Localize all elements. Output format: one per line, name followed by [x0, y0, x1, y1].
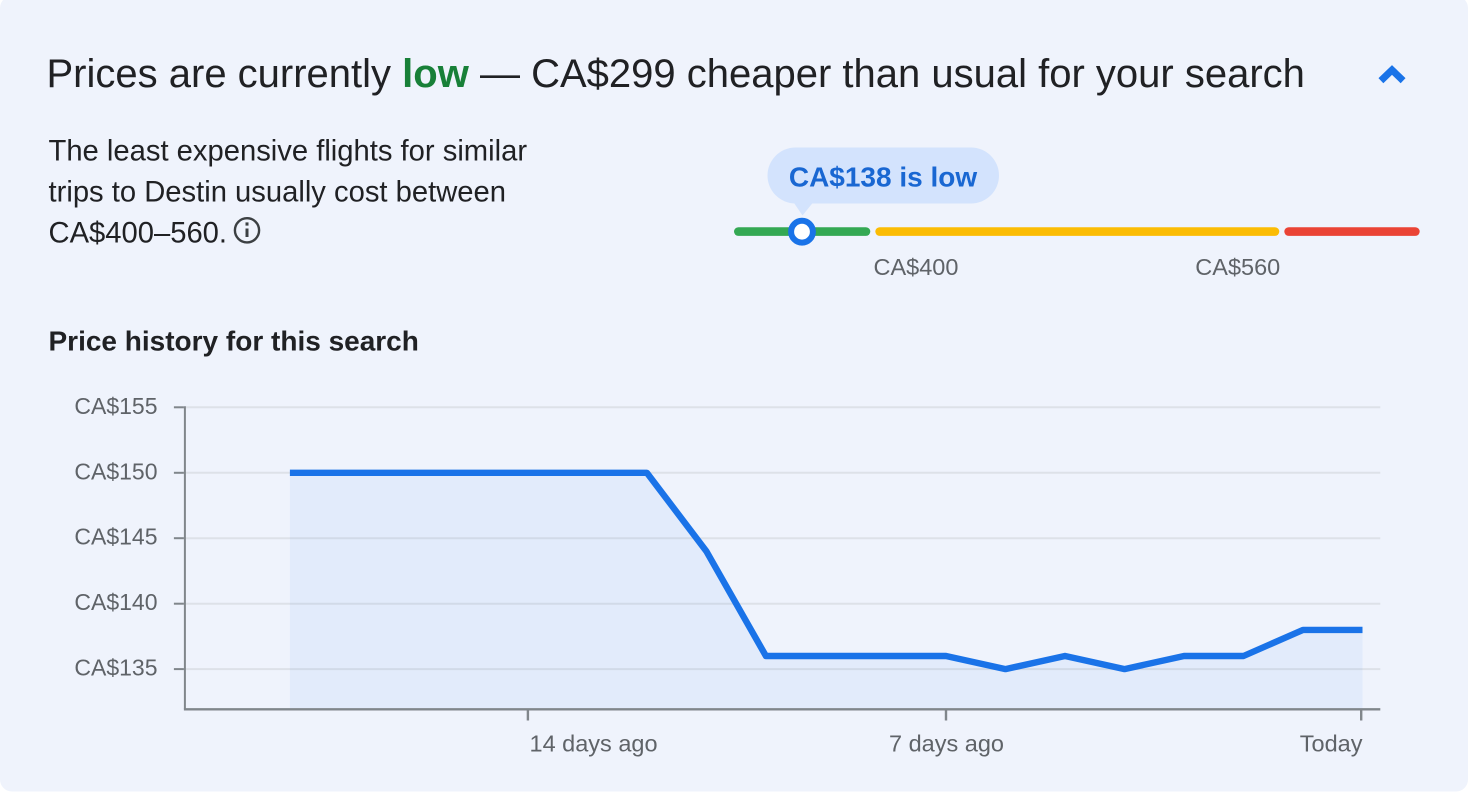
svg-text:CA$150: CA$150: [74, 458, 157, 484]
svg-text:Prices are currently low — CA$: Prices are currently low — CA$299 cheape…: [47, 52, 1305, 96]
svg-text:trips to Destin usually cost b: trips to Destin usually cost between: [49, 177, 507, 209]
svg-text:CA$155: CA$155: [74, 393, 157, 419]
svg-text:The least expensive flights fo: The least expensive flights for similar: [49, 136, 528, 168]
svg-text:14 days ago: 14 days ago: [530, 731, 658, 757]
svg-text:CA$400–560.: CA$400–560.: [49, 218, 228, 250]
svg-text:Price history for this search: Price history for this search: [49, 326, 419, 357]
svg-text:Today: Today: [1300, 731, 1363, 757]
svg-text:CA$138 is low: CA$138 is low: [789, 162, 978, 193]
svg-text:7 days ago: 7 days ago: [889, 731, 1004, 757]
svg-text:CA$145: CA$145: [74, 524, 157, 550]
svg-text:CA$400: CA$400: [874, 254, 959, 280]
svg-text:CA$560: CA$560: [1195, 254, 1280, 280]
svg-text:CA$135: CA$135: [74, 655, 157, 681]
svg-text:CA$140: CA$140: [74, 589, 157, 615]
